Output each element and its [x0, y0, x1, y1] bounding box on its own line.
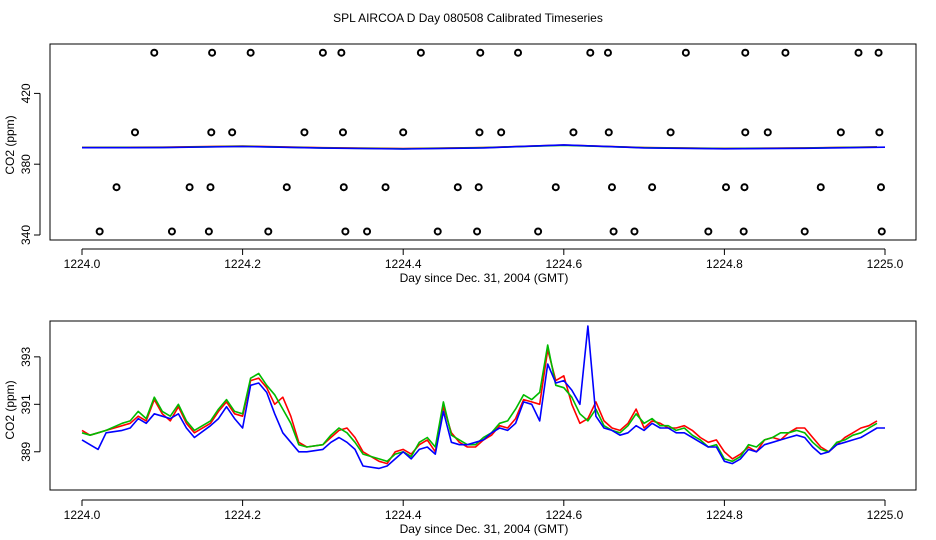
- x-tick-label: 1224.8: [706, 508, 743, 522]
- x-tick-label: 1224.4: [385, 508, 422, 522]
- series-line-blue: [81, 325, 885, 470]
- x-tick-label: 1224.2: [224, 508, 261, 522]
- calibration-point: [877, 227, 886, 236]
- calibration-point: [399, 128, 408, 137]
- x-tick-label: 1224.2: [224, 257, 261, 271]
- calibration-point: [816, 183, 825, 192]
- calibration-point: [300, 128, 309, 137]
- y-axis-label-top: CO2 (ppm): [3, 115, 17, 174]
- calibration-point: [874, 48, 883, 57]
- plot-frame-top: [49, 43, 917, 241]
- calibration-point: [228, 128, 237, 137]
- calibration-point: [339, 183, 348, 192]
- calibration-point: [630, 227, 639, 236]
- y-tick-label: 340: [19, 225, 33, 245]
- calibration-point: [704, 227, 713, 236]
- panel-bottom: 1224.0 1224.2 1224.4 1224.6 1224.8 1225.0 389 3…: [3, 320, 917, 536]
- calibration-point: [569, 128, 578, 137]
- calibration-point: [130, 128, 139, 137]
- calibration-point: [264, 227, 273, 236]
- calibration-point: [534, 227, 543, 236]
- calibration-point: [474, 183, 483, 192]
- calibration-point: [337, 48, 346, 57]
- series-top: [81, 144, 886, 150]
- calibration-point: [112, 183, 121, 192]
- calibration-point: [722, 183, 731, 192]
- calibration-point: [150, 48, 159, 57]
- calibration-point: [681, 48, 690, 57]
- calibration-point: [318, 48, 327, 57]
- calibration-point: [246, 48, 255, 57]
- x-tick-label: 1224.0: [64, 257, 101, 271]
- markers-top: [95, 48, 886, 236]
- calibration-point: [854, 48, 863, 57]
- calibration-point: [338, 128, 347, 137]
- calibration-point: [363, 227, 372, 236]
- x-tick-label: 1224.6: [545, 257, 582, 271]
- calibration-point: [282, 183, 291, 192]
- calibration-point: [475, 128, 484, 137]
- chart-title: SPL AIRCOA D Day 080508 Calibrated Times…: [333, 11, 603, 25]
- calibration-point: [740, 183, 749, 192]
- calibration-point: [875, 128, 884, 137]
- calibration-point: [551, 183, 560, 192]
- calibration-point: [204, 227, 213, 236]
- axes-bottom: 1224.0 1224.2 1224.4 1224.6 1224.8 1225.0 389 3…: [19, 347, 904, 522]
- x-tick-label: 1224.6: [545, 508, 582, 522]
- calibration-point: [648, 183, 657, 192]
- panel-top: 1224.0 1224.2 1224.4 1224.6 1224.8 1225.0 340 3…: [3, 43, 917, 285]
- x-axis-label-top: Day since Dec. 31, 2004 (GMT): [400, 271, 569, 285]
- calibration-point: [741, 48, 750, 57]
- calibration-point: [207, 128, 216, 137]
- y-tick-label: 391: [19, 394, 33, 414]
- calibration-point: [341, 227, 350, 236]
- calibration-point: [167, 227, 176, 236]
- calibration-point: [763, 128, 772, 137]
- calibration-point: [95, 227, 104, 236]
- x-axis-label-bottom: Day since Dec. 31, 2004 (GMT): [400, 522, 569, 536]
- series-line-blue: [81, 144, 886, 150]
- calibration-point: [476, 48, 485, 57]
- x-tick-label: 1225.0: [867, 508, 904, 522]
- y-axis-label-bottom: CO2 (ppm): [3, 380, 17, 439]
- series-bottom: [81, 325, 885, 470]
- axes-top: 1224.0 1224.2 1224.4 1224.6 1224.8 1225.0 340 3…: [19, 83, 904, 271]
- calibration-point: [586, 48, 595, 57]
- y-tick-label: 393: [19, 347, 33, 367]
- calibration-point: [433, 227, 442, 236]
- series-line-green: [81, 344, 878, 463]
- calibration-point: [185, 183, 194, 192]
- y-tick-label: 380: [19, 154, 33, 174]
- x-tick-label: 1225.0: [867, 257, 904, 271]
- y-tick-label: 420: [19, 83, 33, 103]
- calibration-point: [604, 128, 613, 137]
- calibration-point: [473, 227, 482, 236]
- calibration-point: [876, 183, 885, 192]
- calibration-point: [666, 128, 675, 137]
- calibration-point: [741, 128, 750, 137]
- y-tick-label: 389: [19, 441, 33, 461]
- x-tick-label: 1224.8: [706, 257, 743, 271]
- calibration-point: [739, 227, 748, 236]
- calibration-point: [800, 227, 809, 236]
- calibration-point: [514, 48, 523, 57]
- x-tick-label: 1224.4: [385, 257, 422, 271]
- calibration-point: [603, 48, 612, 57]
- x-tick-label: 1224.0: [64, 508, 101, 522]
- calibration-point: [208, 48, 217, 57]
- calibration-point: [497, 128, 506, 137]
- calibration-point: [609, 227, 618, 236]
- calibration-point: [381, 183, 390, 192]
- calibration-point: [836, 128, 845, 137]
- calibration-point: [607, 183, 616, 192]
- calibration-point: [416, 48, 425, 57]
- calibration-point: [781, 48, 790, 57]
- plot-frame-bottom: [49, 320, 917, 491]
- calibration-point: [453, 183, 462, 192]
- calibration-point: [206, 183, 215, 192]
